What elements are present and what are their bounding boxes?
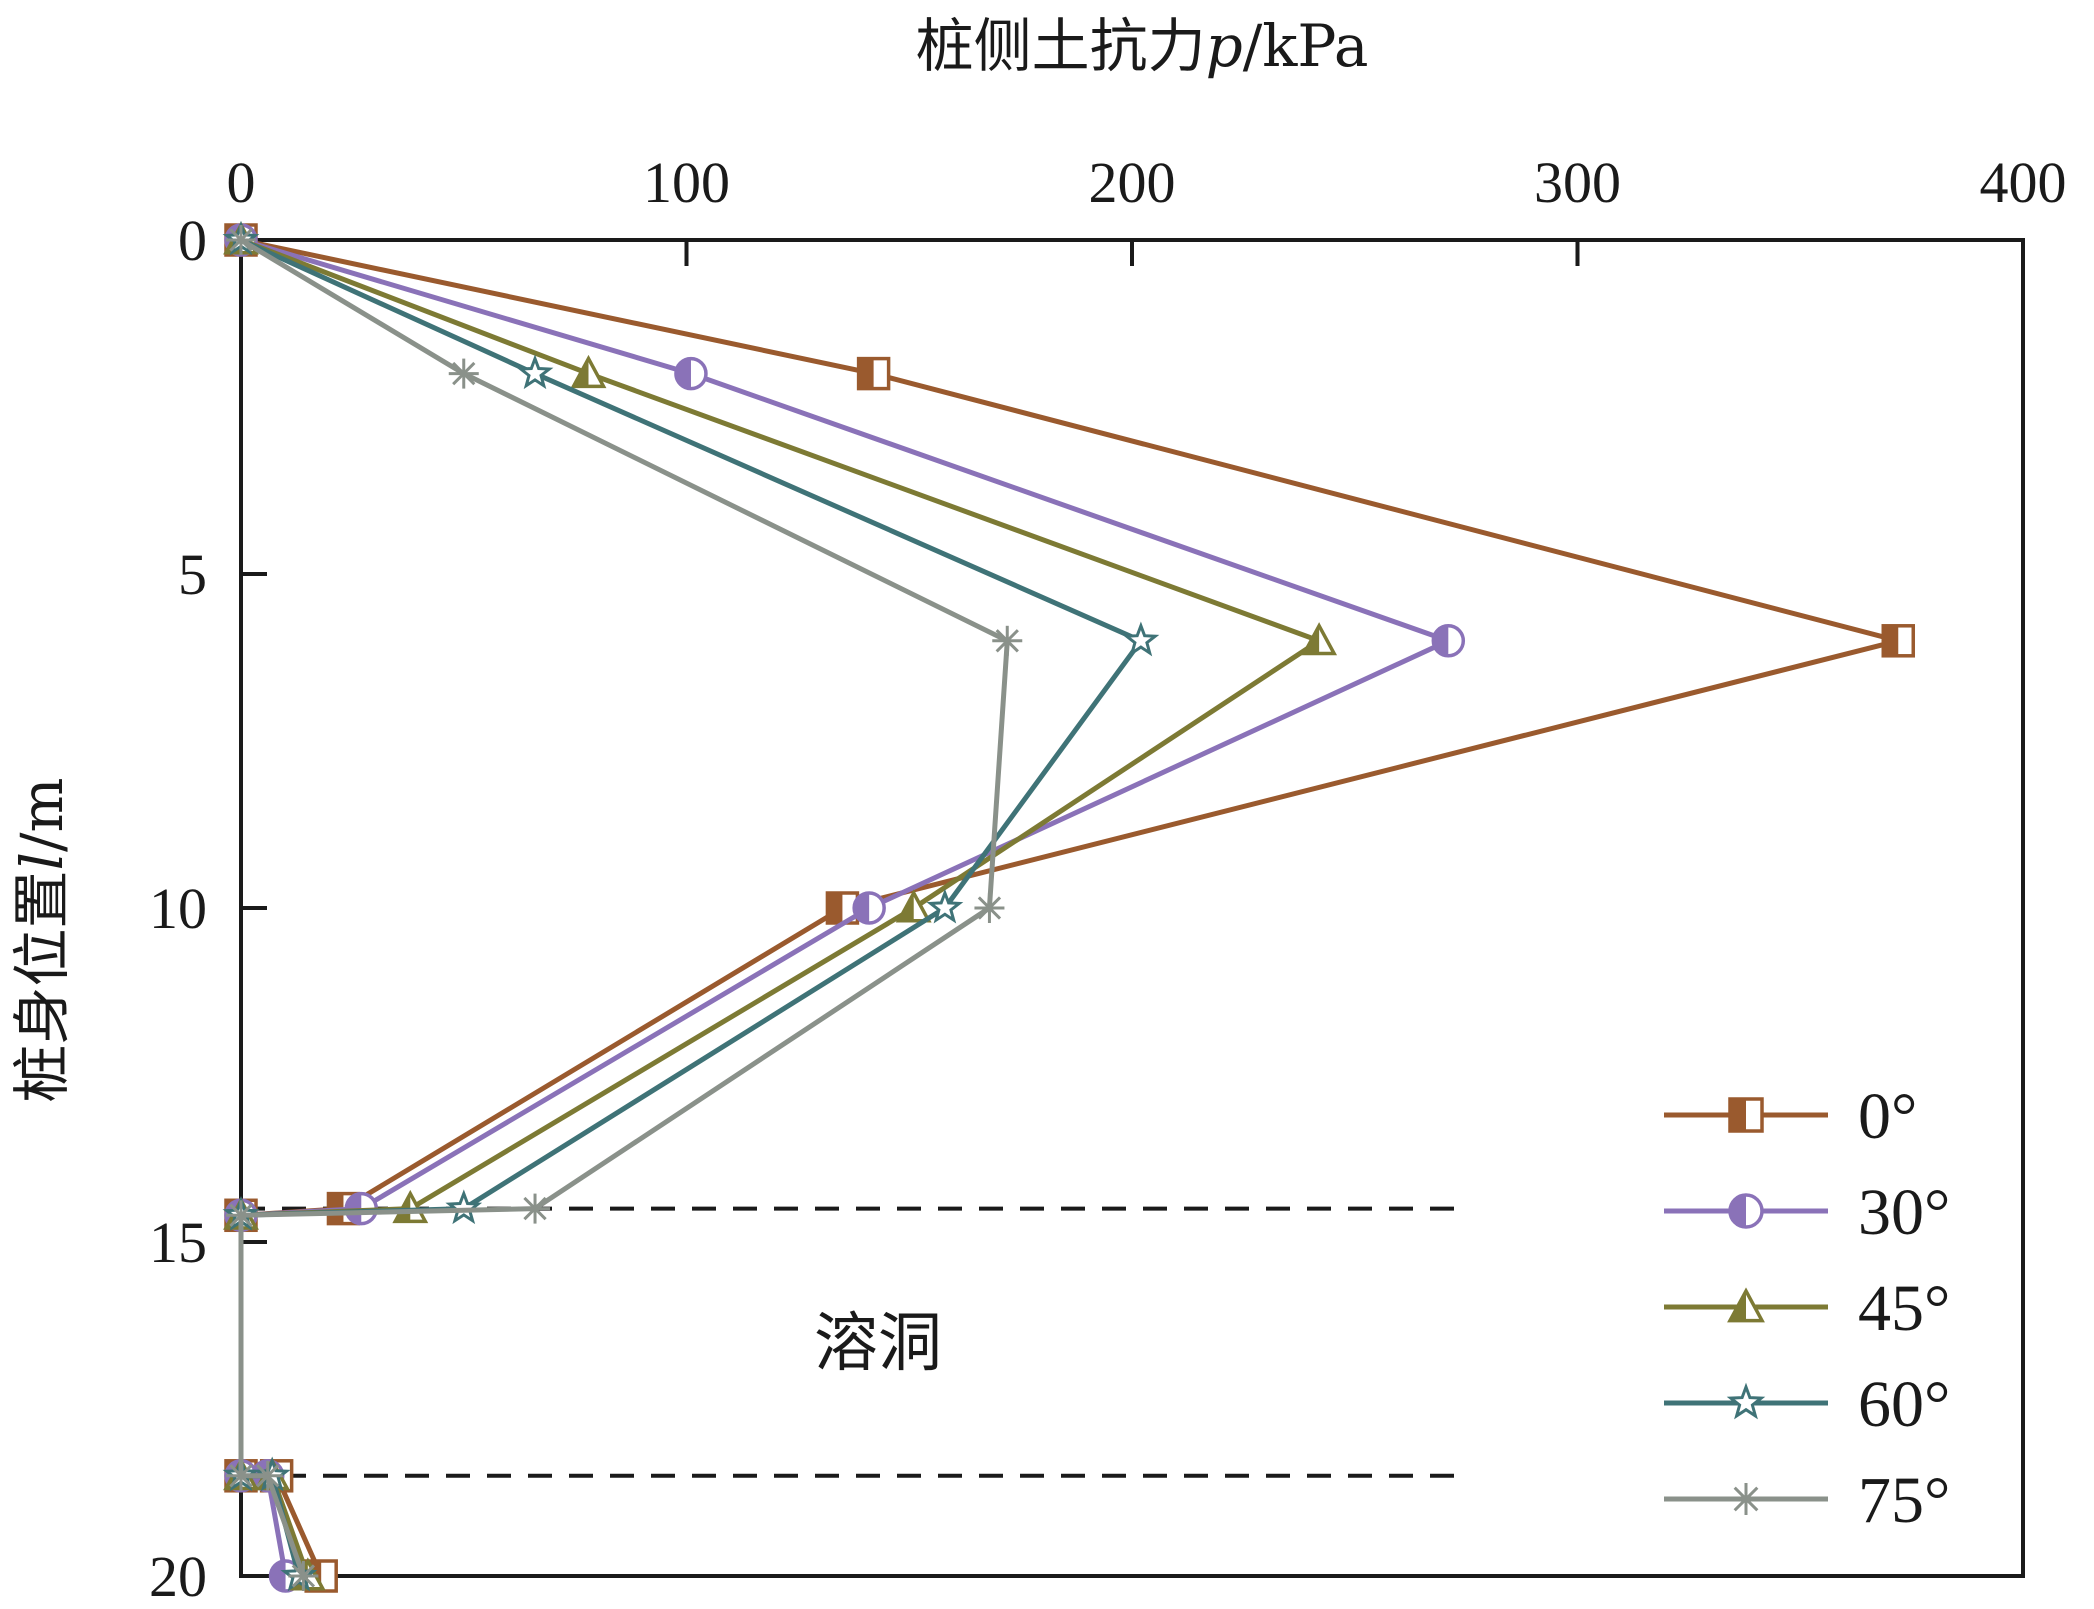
series-4 [226, 225, 1023, 1591]
x-axis-title: 桩侧土抗力p/kPa [916, 12, 1369, 80]
marker-fill [675, 358, 691, 389]
marker-fill [1883, 625, 1899, 656]
series-line [238, 237, 1322, 1577]
marker-asterisk-stroke [291, 1564, 316, 1588]
marker-fill [573, 358, 589, 387]
marker-asterisk [226, 1460, 256, 1491]
marker-asterisk [1730, 1483, 1762, 1515]
marker-fill [270, 1561, 286, 1591]
x-axis-title-variable: p [1206, 12, 1243, 80]
legend-label: 60° [1858, 1368, 1950, 1441]
legend-label: 0° [1858, 1080, 1917, 1153]
marker-fill [1730, 1099, 1746, 1131]
legend-item: 75° [1664, 1464, 1950, 1537]
marker-fill [898, 893, 914, 921]
marker-star [445, 1189, 483, 1225]
marker-asterisk-stroke [1733, 1486, 1759, 1512]
legend-item: 30° [1664, 1176, 1950, 1249]
y-tick-label: 20 [149, 1544, 207, 1609]
marker-asterisk-stroke [229, 228, 253, 252]
marker-fill [1304, 625, 1320, 654]
marker-asterisk-stroke [452, 361, 476, 386]
marker-asterisk [226, 225, 256, 255]
marker-fill [1433, 625, 1449, 656]
legend-item: 0° [1664, 1080, 1917, 1153]
marker-star [926, 888, 964, 924]
marker-fill [395, 1193, 411, 1222]
y-axis-title-variable: l [8, 852, 76, 871]
ticks: 0 100 200 300 400 0 5 10 15 20 [149, 150, 2067, 1609]
series-2 [223, 221, 1338, 1591]
legend-item: 60° [1664, 1368, 1950, 1441]
x-tick-label: 100 [643, 150, 730, 215]
y-tick-label: 0 [178, 208, 207, 273]
marker-asterisk [520, 1193, 551, 1224]
x-tick-label: 300 [1534, 150, 1621, 215]
marker-asterisk [448, 358, 479, 389]
x-tick-label: 200 [1089, 150, 1176, 215]
legend-label: 30° [1858, 1176, 1950, 1249]
y-tick-label: 5 [178, 542, 207, 607]
y-tick-label: 15 [149, 1210, 207, 1275]
marker-star [516, 354, 554, 390]
marker-fill [854, 893, 870, 923]
marker-star [1122, 621, 1160, 657]
cavity-annotation: 溶洞 [814, 1307, 942, 1381]
marker-asterisk [288, 1561, 319, 1591]
x-tick-label: 400 [1980, 150, 2067, 215]
y-tick-label: 10 [149, 876, 207, 941]
series-3 [222, 220, 1160, 1592]
series-group [222, 220, 1916, 1593]
y-axis-title-text: 桩身位置 [8, 871, 76, 1103]
marker-asterisk-stroke [995, 629, 1019, 653]
marker-fill [1730, 1195, 1746, 1227]
marker-asterisk [974, 893, 1005, 923]
marker-asterisk-stroke [229, 1464, 253, 1488]
legend-item: 45° [1664, 1272, 1950, 1345]
y-axis-title: 桩身位置l/m [8, 777, 76, 1102]
legend-label: 45° [1858, 1272, 1950, 1345]
marker-asterisk [226, 1200, 256, 1231]
legend-label: 75° [1858, 1464, 1950, 1537]
y-axis-title-unit: /m [8, 777, 76, 852]
series-line [238, 237, 1901, 1578]
x-axis-title-text: 桩侧土抗力 [916, 12, 1206, 80]
marker-fill [827, 893, 843, 923]
x-axis-title-unit: /kPa [1243, 12, 1369, 80]
marker-star [1726, 1382, 1766, 1420]
series-line [238, 237, 1144, 1577]
marker-fill [858, 358, 874, 389]
marker-asterisk [992, 625, 1023, 656]
marker-asterisk-stroke [229, 1203, 253, 1227]
marker-fill [1730, 1291, 1746, 1321]
marker-asterisk-stroke [256, 1464, 280, 1488]
marker-asterisk-stroke [523, 1196, 547, 1221]
legend: 0° 30° 45° 60° 75° [1664, 1080, 1950, 1537]
x-tick-label: 0 [227, 150, 256, 215]
marker-asterisk-stroke [977, 896, 1002, 920]
series-0 [224, 223, 1916, 1593]
marker-asterisk [252, 1460, 283, 1491]
